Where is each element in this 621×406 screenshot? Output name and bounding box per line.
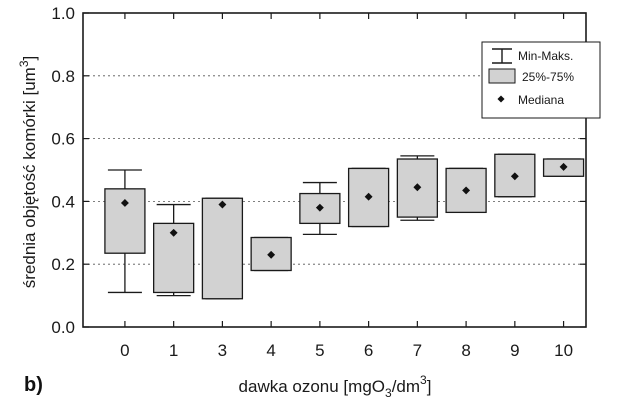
x-tick-label: 7 bbox=[413, 341, 422, 360]
box-0 bbox=[104, 169, 146, 294]
legend-whisker-label: Min-Maks. bbox=[518, 49, 573, 63]
x-tick-label: 8 bbox=[461, 341, 470, 360]
median-marker bbox=[364, 192, 373, 201]
legend-box-icon bbox=[488, 68, 516, 84]
x-axis-ticks: 0 1 3 4 5 6 7 8 9 10 bbox=[120, 13, 573, 360]
x-tick-label: 6 bbox=[364, 341, 373, 360]
y-tick-label: 0.2 bbox=[51, 255, 75, 274]
box-1 bbox=[153, 203, 195, 297]
box-10 bbox=[542, 158, 585, 177]
median-marker bbox=[169, 228, 178, 237]
y-tick-label: 0.0 bbox=[51, 318, 75, 337]
iqr-box bbox=[104, 188, 146, 254]
box-9 bbox=[494, 153, 536, 198]
legend-median-label: Mediana bbox=[518, 93, 564, 107]
legend-box-label: 25%-75% bbox=[522, 70, 574, 84]
box-5 bbox=[299, 181, 341, 236]
box-4 bbox=[250, 236, 292, 272]
median-marker bbox=[559, 162, 568, 171]
median-marker bbox=[413, 183, 422, 192]
box-8 bbox=[445, 167, 487, 214]
median-marker bbox=[510, 172, 519, 181]
box-6 bbox=[347, 167, 390, 228]
y-tick-label: 0.8 bbox=[51, 67, 75, 86]
legend: Min-Maks. 25%-75% Mediana bbox=[481, 41, 601, 119]
y-axis-ticks: 0.0 0.2 0.4 0.6 0.8 1.0 bbox=[51, 4, 586, 337]
y-tick-label: 0.6 bbox=[51, 130, 75, 149]
x-tick-label: 1 bbox=[169, 341, 178, 360]
iqr-box bbox=[201, 197, 244, 300]
y-axis-title: średnia objętość komórki [um3] bbox=[17, 56, 39, 289]
median-marker bbox=[462, 186, 471, 195]
box-3 bbox=[201, 197, 244, 300]
panel-label: b) bbox=[24, 374, 43, 396]
y-tick-label: 1.0 bbox=[51, 4, 75, 23]
median-marker bbox=[218, 200, 227, 209]
median-marker bbox=[315, 203, 324, 212]
x-tick-label: 3 bbox=[218, 341, 227, 360]
iqr-box bbox=[299, 192, 341, 225]
box-series bbox=[104, 153, 585, 300]
box-7 bbox=[396, 155, 439, 221]
plot-area-frame bbox=[82, 12, 587, 328]
legend-whisker-icon bbox=[492, 48, 512, 64]
y-tick-label: 0.4 bbox=[51, 192, 75, 211]
x-tick-label: 9 bbox=[510, 341, 519, 360]
legend-median-icon bbox=[497, 95, 505, 103]
x-tick-label: 4 bbox=[266, 341, 275, 360]
x-tick-label: 5 bbox=[315, 341, 324, 360]
x-tick-label: 10 bbox=[554, 341, 573, 360]
x-tick-label: 0 bbox=[120, 341, 129, 360]
x-axis-title: dawka ozonu [mgO3/dm3] bbox=[239, 373, 432, 400]
